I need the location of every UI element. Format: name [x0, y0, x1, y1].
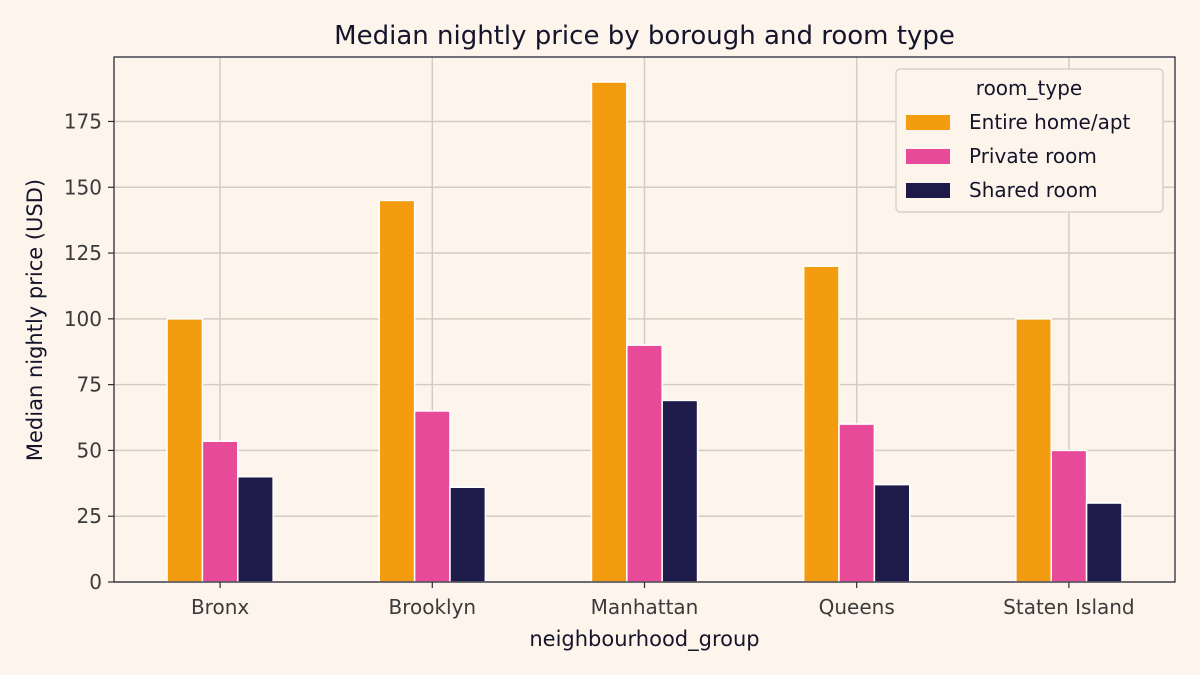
bar-entire-home-apt: [590, 81, 628, 583]
bar-private-room: [1050, 449, 1088, 583]
legend-title: room_type: [976, 76, 1082, 100]
bar-entire-home-apt: [802, 265, 840, 583]
bar-entire-home-apt: [1015, 318, 1052, 583]
bar-private-room: [201, 440, 239, 583]
bar-shared-room: [449, 486, 487, 583]
x-axis: Bronx Brooklyn Manhattan Queens Staten Islan…: [191, 582, 1135, 619]
legend-label: Entire home/apt: [969, 110, 1131, 134]
y-tick-label: 150: [64, 175, 102, 199]
legend: room_type Entire home/apt Private room Sha…: [895, 68, 1164, 213]
y-tick-label: 125: [64, 241, 102, 265]
legend-swatch: [906, 149, 950, 164]
bar-shared-room: [1085, 502, 1123, 583]
bar-private-room: [626, 344, 663, 583]
bar-shared-room: [873, 483, 911, 583]
x-tick-label: Queens: [819, 595, 895, 619]
bar-shared-room: [661, 399, 699, 583]
bars: [166, 81, 1123, 583]
bar-private-room: [838, 423, 876, 583]
x-axis-label: neighbourhood_group: [529, 627, 759, 652]
y-tick-label: 75: [77, 373, 102, 397]
x-tick-label: Brooklyn: [388, 595, 476, 619]
legend-swatch: [906, 115, 950, 130]
legend-swatch: [906, 183, 950, 198]
y-tick-label: 100: [64, 307, 102, 331]
y-axis-label: Median nightly price (USD): [23, 179, 47, 461]
legend-box: [895, 68, 1164, 213]
x-tick-label: Manhattan: [591, 595, 699, 619]
y-axis: 0 25 50 75 100 125 150 175: [64, 109, 114, 594]
legend-label: Shared room: [969, 178, 1098, 202]
chart-title: Median nightly price by borough and room…: [334, 21, 955, 51]
y-tick-label: 175: [64, 109, 102, 133]
y-tick-label: 0: [89, 570, 102, 594]
y-tick-label: 50: [77, 438, 102, 462]
bar-shared-room: [237, 475, 274, 583]
bar-entire-home-apt: [378, 199, 416, 583]
x-tick-label: Bronx: [191, 595, 249, 619]
legend-label: Private room: [969, 144, 1097, 168]
y-tick-label: 25: [77, 504, 102, 528]
x-tick-label: Staten Island: [1003, 595, 1134, 619]
bar-private-room: [413, 410, 451, 583]
bar-entire-home-apt: [166, 318, 204, 583]
